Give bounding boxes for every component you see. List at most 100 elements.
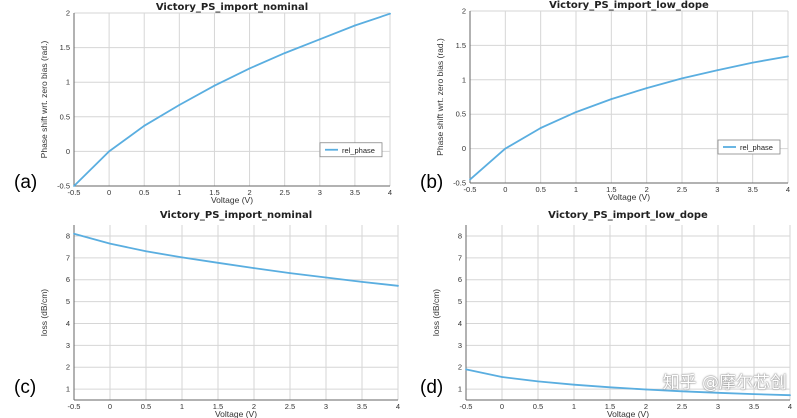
x-tick-label: 2.5 (677, 185, 687, 194)
data-point (318, 38, 321, 41)
legend-label: rel_phase (342, 146, 375, 155)
x-tick-label: -0.5 (460, 402, 473, 411)
x-tick-label: 2.5 (279, 188, 289, 197)
x-tick-label: 0.5 (533, 402, 543, 411)
x-tick-label: 4 (786, 185, 790, 194)
y-tick-label: 2 (66, 9, 70, 18)
y-tick-label: 0 (66, 147, 70, 156)
x-tick-label: 4 (388, 188, 392, 197)
y-axis-label: loss (dB/cm) (39, 289, 49, 336)
data-point (573, 383, 575, 386)
legend-label: rel_phase (740, 143, 773, 152)
legend-box (717, 139, 781, 155)
x-tick-label: 3.5 (350, 188, 360, 197)
x-axis-label: Voltage (V) (607, 409, 649, 418)
data-point (753, 393, 755, 395)
x-tick-label: 1 (177, 188, 181, 197)
data-point (289, 272, 291, 275)
plot-area (74, 225, 398, 400)
legend-box (319, 142, 383, 158)
y-tick-label: 3 (458, 341, 462, 350)
data-point (789, 394, 791, 397)
y-tick-label: 1 (66, 385, 70, 394)
x-tick-label: 3.5 (747, 185, 757, 194)
plot-area (74, 13, 390, 186)
x-tick-label: 2 (644, 402, 648, 411)
data-point (716, 69, 719, 72)
chart-1: -0.5 0 0.5 1 1.5 2 2.5 3 3.5 4 -0.5 0 0.5 1 1.5 2 Victor… (39, 2, 392, 205)
data-point (539, 127, 542, 129)
y-tick-label: 2 (458, 363, 462, 372)
panel-label-b: (b) (420, 172, 444, 193)
x-tick-label: 2 (645, 185, 649, 194)
x-tick-label: 3 (716, 402, 720, 411)
data-point (397, 284, 399, 287)
y-tick-label: 8 (458, 231, 462, 240)
x-tick-label: 3.5 (749, 402, 759, 411)
y-tick-label: 4 (66, 319, 70, 328)
data-point (575, 111, 577, 114)
x-tick-label: 1 (180, 402, 184, 411)
x-axis-label: Voltage (V) (215, 409, 257, 418)
y-tick-label: 2 (66, 363, 70, 372)
x-tick-label: 0.5 (139, 188, 149, 197)
y-tick-label: 1 (458, 385, 462, 394)
x-tick-label: 1.5 (213, 402, 223, 411)
data-point (469, 178, 471, 181)
data-point (681, 390, 683, 393)
y-tick-label: 3 (66, 341, 70, 350)
x-tick-label: -0.5 (464, 185, 477, 194)
data-point (181, 256, 183, 259)
data-point (610, 98, 613, 100)
panel-label-d: (d) (420, 377, 444, 398)
chart-2: -0.5 0 0.5 1 1.5 2 2.5 3 3.5 4 -0.5 0 0.5 1 1.5 2 Victor… (435, 0, 790, 202)
data-point (213, 84, 216, 87)
data-point (145, 250, 147, 253)
y-tick-label: 1.5 (60, 43, 70, 52)
panel-label-c: (c) (14, 377, 37, 398)
y-tick-label: 6 (66, 275, 70, 284)
data-point (645, 388, 647, 391)
chart-title: Victory_PS_import_nominal (156, 2, 308, 13)
y-tick-label: 6 (458, 275, 462, 284)
data-point (109, 242, 111, 245)
series-line-loss (465, 368, 791, 397)
y-tick-label: 5 (66, 297, 70, 306)
x-tick-label: 1 (572, 402, 576, 411)
y-tick-label: 4 (458, 319, 462, 328)
y-axis-label: Phase shift wrt. zero bias (rad.) (435, 38, 445, 156)
data-point (143, 124, 146, 127)
y-tick-label: 1.5 (456, 41, 466, 50)
data-point (361, 280, 363, 283)
x-tick-label: 2 (252, 402, 256, 411)
data-point (389, 12, 391, 15)
x-tick-label: 0.5 (535, 185, 545, 194)
x-tick-label: 1.5 (606, 185, 616, 194)
y-tick-label: 7 (66, 253, 70, 262)
chart-title: Victory_PS_import_low_dope (548, 210, 708, 221)
x-tick-label: 4 (396, 402, 400, 411)
watermark: 知乎 @摩尔芯创 (662, 373, 787, 393)
data-point (253, 267, 255, 269)
x-tick-label: 2 (247, 188, 251, 197)
data-point (325, 276, 327, 279)
y-tick-label: 5 (458, 297, 462, 306)
y-tick-label: 2 (462, 7, 466, 16)
y-tick-label: 0 (462, 144, 466, 153)
x-tick-label: 3 (318, 188, 322, 197)
x-tick-label: 3.5 (357, 402, 367, 411)
data-point (73, 185, 75, 187)
y-axis-label: loss (dB/cm) (431, 289, 441, 336)
series-line-loss (73, 232, 399, 287)
y-tick-label: -0.5 (453, 179, 466, 188)
x-tick-label: 2.5 (285, 402, 295, 411)
y-tick-label: 1 (462, 75, 466, 84)
data-point (537, 380, 539, 383)
data-point (178, 104, 181, 106)
x-tick-label: 0 (503, 185, 507, 194)
x-tick-label: -0.5 (68, 402, 81, 411)
data-point (609, 386, 611, 389)
x-axis-label: Voltage (V) (608, 192, 650, 202)
data-point (217, 261, 219, 264)
data-point (645, 87, 648, 89)
